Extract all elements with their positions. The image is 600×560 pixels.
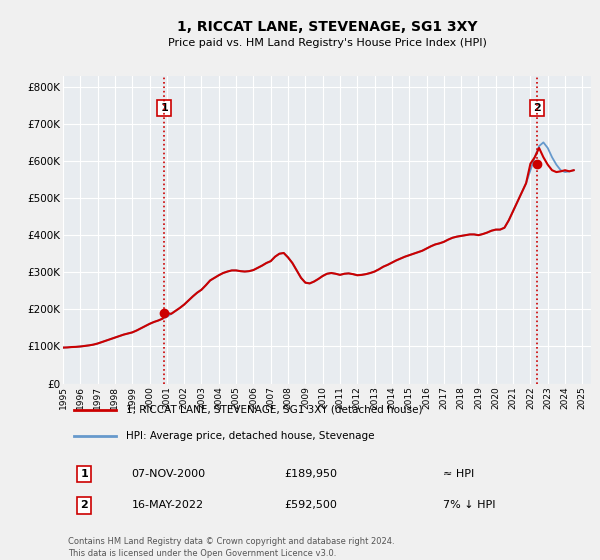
Text: This data is licensed under the Open Government Licence v3.0.: This data is licensed under the Open Gov…	[68, 549, 337, 558]
Text: Price paid vs. HM Land Registry's House Price Index (HPI): Price paid vs. HM Land Registry's House …	[167, 38, 487, 48]
Text: 2: 2	[80, 501, 88, 510]
Text: 16-MAY-2022: 16-MAY-2022	[131, 501, 204, 510]
Text: Contains HM Land Registry data © Crown copyright and database right 2024.: Contains HM Land Registry data © Crown c…	[68, 536, 395, 546]
Text: 1, RICCAT LANE, STEVENAGE, SG1 3XY: 1, RICCAT LANE, STEVENAGE, SG1 3XY	[177, 20, 477, 34]
Text: 2: 2	[533, 103, 541, 113]
Text: HPI: Average price, detached house, Stevenage: HPI: Average price, detached house, Stev…	[127, 431, 375, 441]
Text: 7% ↓ HPI: 7% ↓ HPI	[443, 501, 496, 510]
Text: £189,950: £189,950	[285, 469, 338, 479]
Text: 1: 1	[160, 103, 168, 113]
Text: ≈ HPI: ≈ HPI	[443, 469, 475, 479]
Text: 1: 1	[80, 469, 88, 479]
Text: 1, RICCAT LANE, STEVENAGE, SG1 3XY (detached house): 1, RICCAT LANE, STEVENAGE, SG1 3XY (deta…	[127, 405, 423, 414]
Text: £592,500: £592,500	[285, 501, 338, 510]
Text: 07-NOV-2000: 07-NOV-2000	[131, 469, 206, 479]
